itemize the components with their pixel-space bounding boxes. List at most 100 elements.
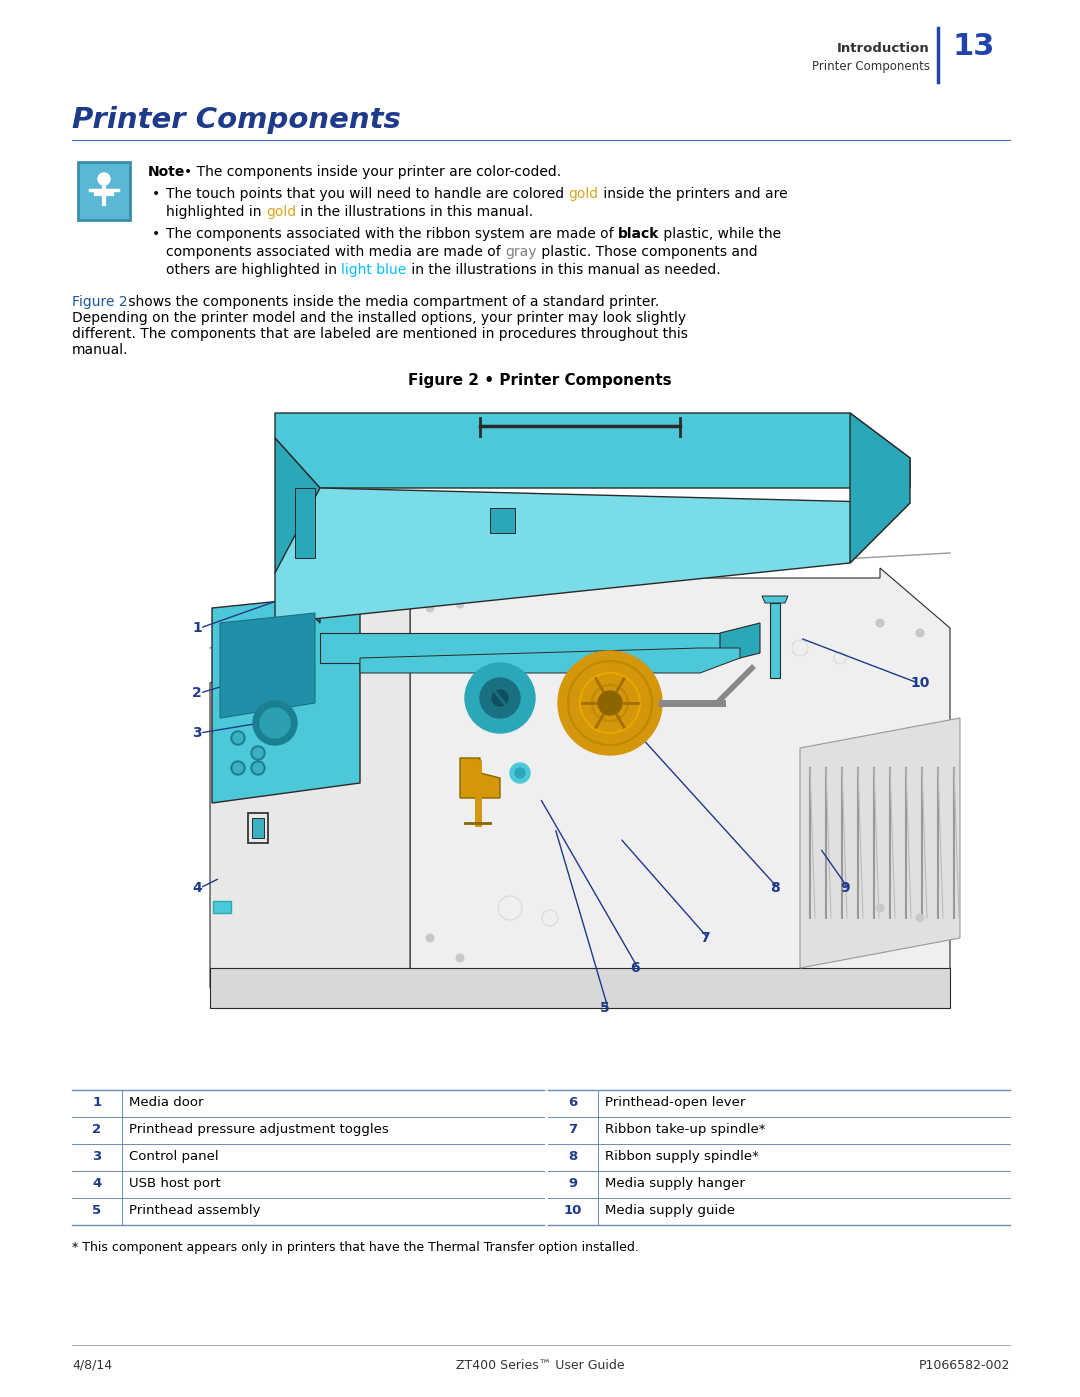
Text: 10: 10 <box>910 676 930 690</box>
Circle shape <box>456 954 464 963</box>
FancyBboxPatch shape <box>78 162 130 219</box>
Text: light blue: light blue <box>341 263 407 277</box>
Circle shape <box>253 763 264 773</box>
Text: Printhead pressure adjustment toggles: Printhead pressure adjustment toggles <box>129 1123 389 1136</box>
Text: Depending on the printer model and the installed options, your printer may look : Depending on the printer model and the i… <box>72 312 686 326</box>
Text: • The components inside your printer are color-coded.: • The components inside your printer are… <box>184 165 562 179</box>
Text: Note: Note <box>148 165 186 179</box>
Text: Printer Components: Printer Components <box>812 60 930 73</box>
Text: Printhead-open lever: Printhead-open lever <box>605 1097 745 1109</box>
Circle shape <box>876 619 885 627</box>
Text: shows the components inside the media compartment of a standard printer.: shows the components inside the media co… <box>124 295 659 309</box>
Text: 9: 9 <box>840 882 850 895</box>
Polygon shape <box>295 488 315 557</box>
Text: 2: 2 <box>93 1123 102 1136</box>
Text: ZT400 Series™ User Guide: ZT400 Series™ User Guide <box>456 1359 624 1372</box>
Circle shape <box>465 664 535 733</box>
Text: 3: 3 <box>93 1150 102 1162</box>
Text: in the illustrations in this manual.: in the illustrations in this manual. <box>296 205 534 219</box>
Polygon shape <box>275 439 320 623</box>
Circle shape <box>456 599 464 608</box>
Text: The components associated with the ribbon system are made of: The components associated with the ribbo… <box>166 226 618 242</box>
Polygon shape <box>275 414 910 488</box>
Text: Media door: Media door <box>129 1097 203 1109</box>
Circle shape <box>558 651 662 754</box>
Polygon shape <box>490 509 515 534</box>
Text: different. The components that are labeled are mentioned in procedures throughou: different. The components that are label… <box>72 327 688 341</box>
Polygon shape <box>720 623 760 664</box>
Circle shape <box>426 604 434 612</box>
Circle shape <box>260 708 291 738</box>
Polygon shape <box>212 592 360 803</box>
Text: Control panel: Control panel <box>129 1150 218 1162</box>
Polygon shape <box>320 633 720 664</box>
Text: USB host port: USB host port <box>129 1178 220 1190</box>
Circle shape <box>510 763 530 782</box>
Circle shape <box>253 747 264 759</box>
Text: P1066582-002: P1066582-002 <box>919 1359 1010 1372</box>
Text: 4: 4 <box>93 1178 102 1190</box>
Text: 2: 2 <box>192 686 202 700</box>
Text: gray: gray <box>505 244 537 258</box>
Polygon shape <box>800 718 960 968</box>
Text: Ribbon take-up spindle*: Ribbon take-up spindle* <box>605 1123 766 1136</box>
Circle shape <box>876 904 885 912</box>
Text: 4: 4 <box>192 882 202 895</box>
Text: 13: 13 <box>951 32 995 61</box>
Text: 8: 8 <box>568 1150 578 1162</box>
Circle shape <box>916 629 924 637</box>
Text: Figure 2 • Printer Components: Figure 2 • Printer Components <box>408 373 672 388</box>
Polygon shape <box>770 604 780 678</box>
Polygon shape <box>762 597 788 604</box>
Text: manual.: manual. <box>72 344 129 358</box>
Text: •: • <box>152 187 160 201</box>
Circle shape <box>98 173 110 184</box>
Circle shape <box>251 761 265 775</box>
Text: in the illustrations in this manual as needed.: in the illustrations in this manual as n… <box>407 263 720 277</box>
Text: inside the printers and are: inside the printers and are <box>598 187 787 201</box>
Polygon shape <box>410 569 950 993</box>
Text: * This component appears only in printers that have the Thermal Transfer option : * This component appears only in printer… <box>72 1241 639 1255</box>
Circle shape <box>426 935 434 942</box>
Text: highlighted in: highlighted in <box>166 205 266 219</box>
Circle shape <box>492 690 508 705</box>
Text: others are highlighted in: others are highlighted in <box>166 263 341 277</box>
Text: 7: 7 <box>568 1123 578 1136</box>
Text: 6: 6 <box>568 1097 578 1109</box>
Polygon shape <box>252 819 264 838</box>
Text: 8: 8 <box>770 882 780 895</box>
Text: gold: gold <box>568 187 598 201</box>
Text: 5: 5 <box>600 1002 610 1016</box>
Text: 1: 1 <box>93 1097 102 1109</box>
Circle shape <box>515 768 525 778</box>
Circle shape <box>916 914 924 922</box>
Polygon shape <box>460 759 500 798</box>
Text: plastic, while the: plastic, while the <box>660 226 782 242</box>
Text: 5: 5 <box>93 1204 102 1217</box>
Text: Introduction: Introduction <box>837 42 930 54</box>
Polygon shape <box>360 648 740 673</box>
Circle shape <box>233 733 243 743</box>
Polygon shape <box>210 968 950 1009</box>
Text: Media supply guide: Media supply guide <box>605 1204 735 1217</box>
Text: gold: gold <box>266 205 296 219</box>
Text: components associated with media are made of: components associated with media are mad… <box>166 244 505 258</box>
Text: 7: 7 <box>700 930 710 944</box>
Polygon shape <box>220 613 315 718</box>
Circle shape <box>233 763 243 773</box>
Circle shape <box>598 692 622 715</box>
Polygon shape <box>850 414 910 563</box>
Text: Printer Components: Printer Components <box>72 106 401 134</box>
Circle shape <box>253 701 297 745</box>
Text: 1: 1 <box>192 622 202 636</box>
Text: Ribbon supply spindle*: Ribbon supply spindle* <box>605 1150 759 1162</box>
Text: Figure 2: Figure 2 <box>72 295 127 309</box>
Text: Printhead assembly: Printhead assembly <box>129 1204 260 1217</box>
Text: •: • <box>152 226 160 242</box>
Text: 3: 3 <box>192 726 202 740</box>
Circle shape <box>480 678 519 718</box>
Polygon shape <box>275 488 910 623</box>
Text: 6: 6 <box>630 961 639 975</box>
Circle shape <box>231 761 245 775</box>
Text: 9: 9 <box>568 1178 578 1190</box>
